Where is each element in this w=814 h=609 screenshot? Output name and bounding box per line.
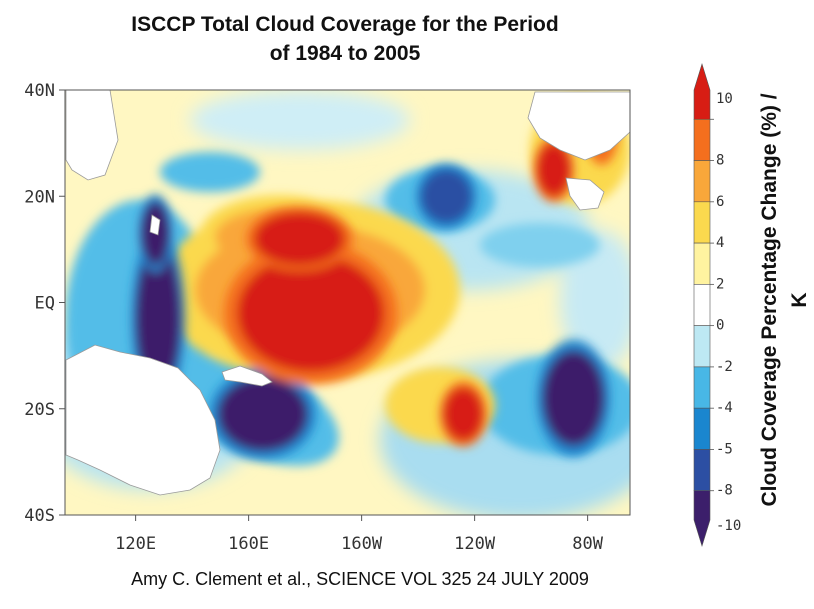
map-area (65, 90, 630, 515)
north-america (527, 91, 630, 161)
y-tick-label-40N: 40N (24, 81, 55, 101)
north-central-pacific-increase (254, 212, 345, 266)
colorbar-label-8: 8 (716, 153, 724, 169)
australia (65, 344, 221, 496)
chart-title-line-1: ISCCP Total Cloud Coverage for the Perio… (131, 13, 559, 36)
coral-sea-decrease (217, 376, 308, 452)
colorbar-label-10: 10 (716, 91, 733, 107)
colorbar-label--8: -8 (716, 483, 733, 499)
colorbar-swatch--5 (693, 407, 711, 450)
y-tick-label-20N: 20N (24, 187, 55, 207)
chart-title: ISCCP Total Cloud Coverage for the Perio… (60, 10, 630, 68)
field-north-cyan (160, 152, 260, 192)
y-axis: 40N 20N EQ 20S 40S (24, 81, 65, 526)
colorbar-swatch-4 (693, 201, 711, 244)
colorbar-swatch-0 (693, 284, 711, 326)
colorbar-swatch-6 (693, 160, 711, 203)
western-pacific-warm-pool-decrease (135, 244, 181, 393)
x-tick-label-120W: 120W (454, 534, 496, 554)
colorbar-label-0: 0 (716, 318, 724, 334)
colorbar-label-6: 6 (716, 194, 724, 210)
colorbar-label: Cloud Coverage Percentage Change (%) / K (758, 93, 811, 507)
colorbar-swatch-10 (693, 62, 711, 120)
asia-mainland (65, 90, 119, 181)
chart-title-line-2: of 1984 to 2005 (269, 42, 421, 65)
colorbar-swatch-8 (693, 118, 711, 161)
mexico (565, 177, 605, 211)
anomaly-cores (131, 100, 619, 460)
field-east (560, 230, 630, 370)
gulf-of-mexico-increase (536, 143, 571, 197)
x-tick-label-80W: 80W (572, 534, 603, 554)
citation: Amy C. Clement et al., SCIENCE VOL 325 2… (131, 569, 589, 589)
field-ne2-cyan (480, 223, 600, 267)
new-guinea (221, 365, 273, 387)
southeast-pacific-decrease (542, 350, 605, 446)
field-north (190, 90, 410, 150)
y-tick-label-40S: 40S (24, 506, 55, 526)
colorbar: 10 8 6 4 2 0 -2 -4 -5 -8 -10 (693, 62, 741, 548)
colorbar-label--10: -10 (716, 518, 741, 534)
colorbar-label--4: -4 (716, 400, 733, 416)
colorbar-swatch--4 (693, 366, 711, 409)
x-axis: 120E 160E 160W 120W 80W (115, 515, 604, 554)
colorbar-swatch--10 (693, 490, 711, 548)
colorbar-label--5: -5 (716, 441, 733, 457)
x-tick-label-120E: 120E (115, 534, 156, 554)
colorbar-swatch--2 (693, 325, 711, 368)
x-tick-label-160E: 160E (228, 534, 269, 554)
y-tick-label-20S: 20S (24, 400, 55, 420)
philippines (149, 214, 161, 236)
equatorial-central-pacific-increase (237, 254, 385, 372)
colorbar-label-2: 2 (716, 276, 724, 292)
colorbar-swatch-2 (693, 242, 711, 285)
colorbar-label--2: -2 (716, 359, 733, 375)
colorbar-label-4: 4 (716, 235, 724, 251)
land-masses (65, 90, 630, 496)
north-central-pacific-decrease (420, 169, 472, 223)
x-tick-label-160W: 160W (341, 534, 383, 554)
y-tick-label-EQ: EQ (35, 294, 55, 314)
south-pacific-increase (443, 387, 484, 441)
colorbar-swatch--8 (693, 449, 711, 492)
